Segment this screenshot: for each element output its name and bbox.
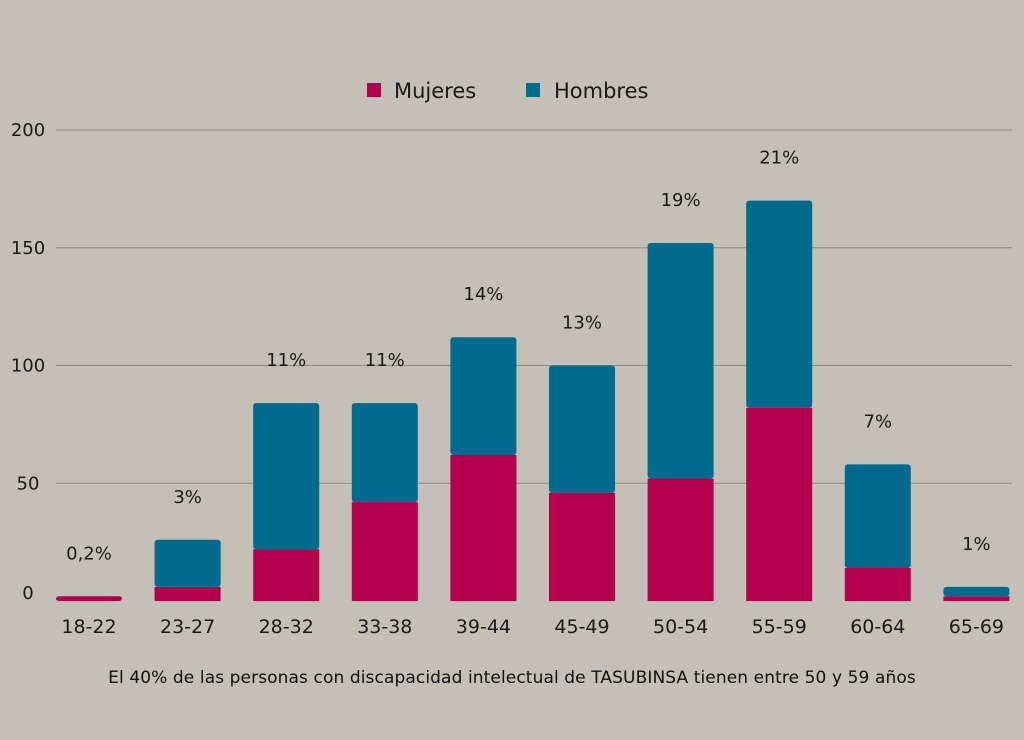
bar-mujeres xyxy=(943,596,1010,601)
bar-mujeres xyxy=(351,502,418,601)
bar-hombres xyxy=(450,337,517,455)
legend-swatch-hombres xyxy=(526,83,540,97)
bar-mujeres xyxy=(253,549,320,601)
data-label: 7% xyxy=(864,411,893,432)
bar-mujeres xyxy=(154,586,221,601)
x-tick-label: 28-32 xyxy=(259,616,314,638)
chart-caption: El 40% de las personas con discapacidad … xyxy=(108,668,916,688)
y-tick-label: 50 xyxy=(17,473,40,494)
legend-swatch-mujeres xyxy=(367,83,381,97)
legend-label-mujeres: Mujeres xyxy=(394,79,476,103)
bar-hombres xyxy=(746,200,813,408)
data-label: 21% xyxy=(759,148,799,169)
stacked-bar-chart: Mujeres Hombres 0 50 100 150 200 0,2% 3% 11% 11%… xyxy=(11,79,1012,638)
x-tick-label: 39-44 xyxy=(456,616,511,638)
data-label: 19% xyxy=(661,190,701,211)
bar-mujeres xyxy=(549,492,615,601)
x-tick-label: 60-64 xyxy=(850,616,905,638)
bar-hombres xyxy=(549,365,615,493)
data-label: 11% xyxy=(266,350,306,371)
bar-mujeres xyxy=(450,454,517,601)
bar-hombres xyxy=(154,539,221,587)
data-label: 3% xyxy=(173,487,202,508)
x-tick-label: 55-59 xyxy=(752,616,807,638)
bar-hombres xyxy=(943,586,1010,597)
x-tick-label: 23-27 xyxy=(160,616,215,638)
x-tick-label: 65-69 xyxy=(949,616,1004,638)
data-labels: 0,2% 3% 11% 11% 14% 13% 19% 21% 7% 1% xyxy=(66,148,991,565)
bar-mujeres xyxy=(56,596,122,601)
x-tick-label: 50-54 xyxy=(653,616,708,638)
data-label: 0,2% xyxy=(66,543,112,564)
legend: Mujeres Hombres xyxy=(367,79,648,103)
y-tick-label: 150 xyxy=(11,238,45,259)
data-label: 11% xyxy=(365,350,405,371)
bar-hombres xyxy=(844,464,911,569)
bar-mujeres xyxy=(844,568,911,601)
y-tick-label: 200 xyxy=(11,120,45,141)
bar-hombres xyxy=(647,243,714,479)
bars xyxy=(56,200,1010,601)
y-tick-label: 0 xyxy=(22,583,33,604)
bar-mujeres xyxy=(746,407,813,601)
bar-hombres xyxy=(351,403,418,503)
x-tick-label: 45-49 xyxy=(554,616,609,638)
bar-mujeres xyxy=(647,478,714,601)
y-axis: 0 50 100 150 200 xyxy=(11,120,45,604)
x-tick-label: 18-22 xyxy=(61,616,116,638)
x-axis: 18-22 23-27 28-32 33-38 39-44 45-49 50-54 55-59… xyxy=(61,616,1004,638)
x-tick-label: 33-38 xyxy=(357,616,412,638)
bar-hombres xyxy=(253,403,320,550)
y-tick-label: 100 xyxy=(11,356,45,377)
data-label: 13% xyxy=(562,313,602,334)
legend-label-hombres: Hombres xyxy=(554,79,648,103)
data-label: 1% xyxy=(962,534,991,555)
data-label: 14% xyxy=(463,284,503,305)
